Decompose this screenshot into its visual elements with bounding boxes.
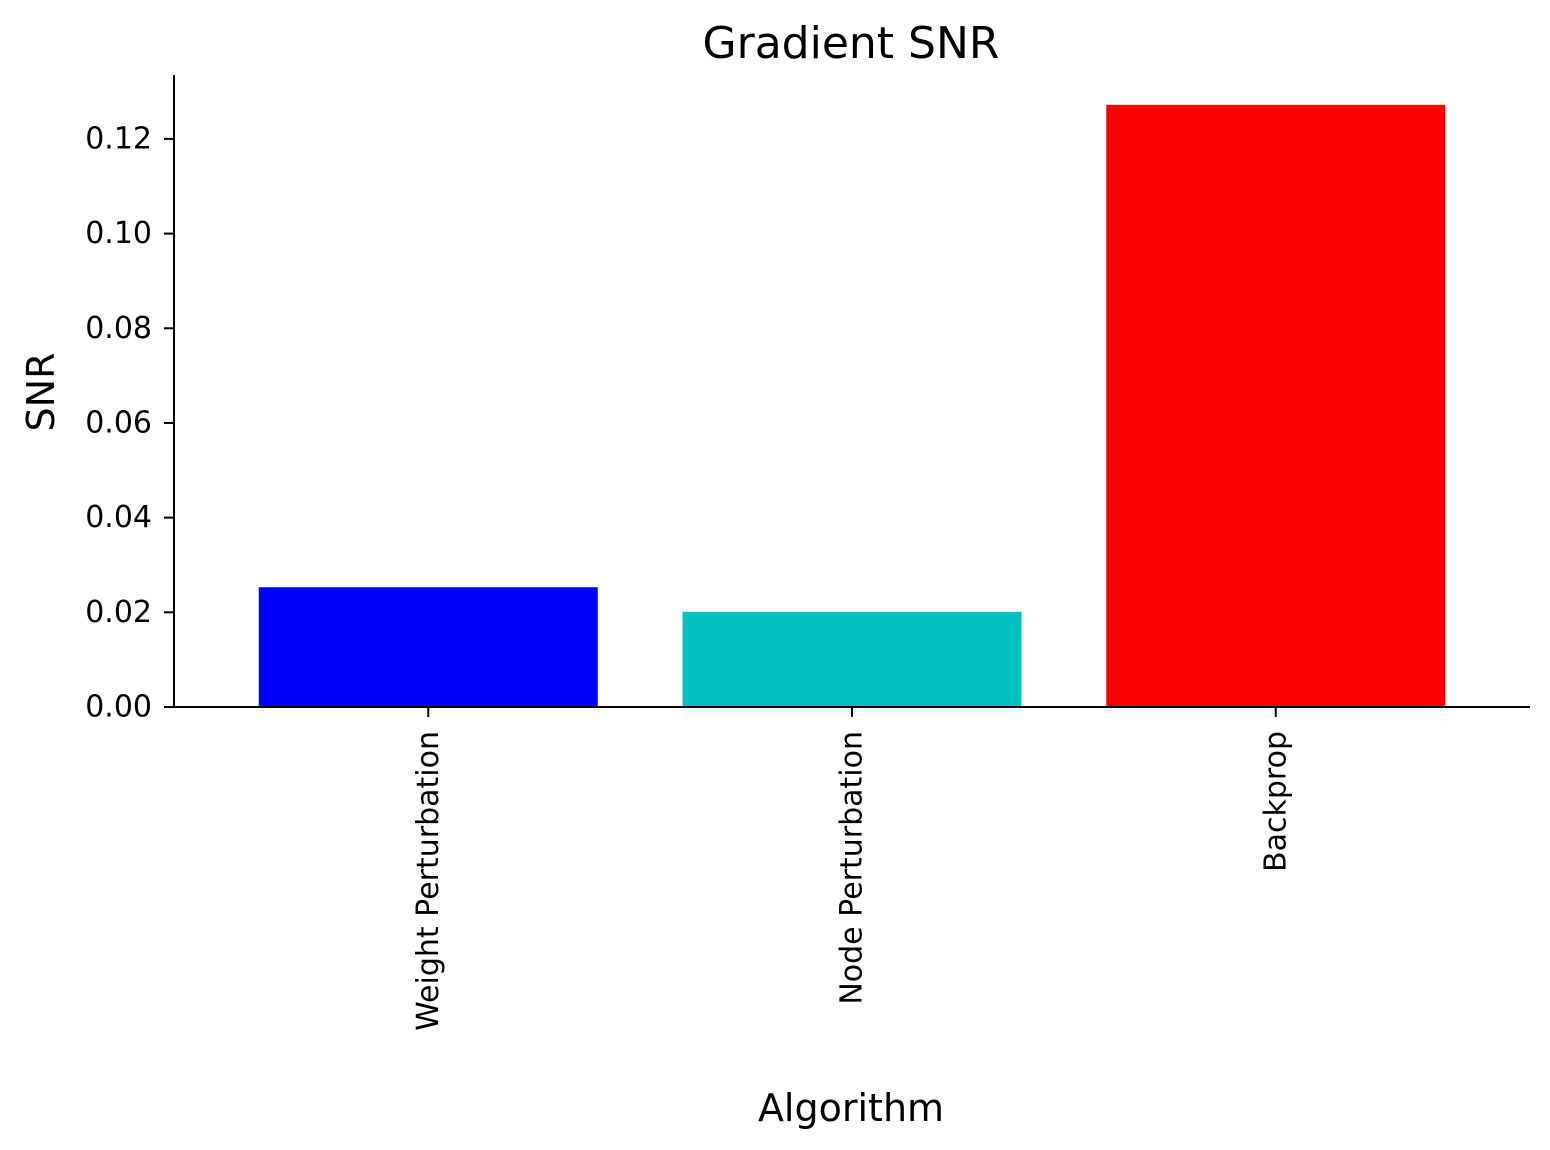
y-tick-label-4: 0.08 (85, 311, 152, 346)
y-axis: 0.00 0.02 0.04 0.06 0.08 0.10 0.12 (85, 75, 175, 725)
y-tick-label-5: 0.10 (85, 216, 152, 251)
x-tick-label-2: Backprop (1258, 731, 1293, 872)
x-axis: Weight Perturbation Node Perturbation Back… (174, 706, 1530, 1031)
y-tick-label-3: 0.06 (85, 405, 152, 440)
x-axis-title: Algorithm (758, 1086, 944, 1130)
x-tick-label-1: Node Perturbation (835, 731, 870, 1005)
y-tick-label-2: 0.04 (85, 500, 152, 535)
bar-1 (682, 611, 1022, 707)
bar-2 (1106, 104, 1446, 708)
y-tick-label-0: 0.00 (85, 690, 152, 725)
y-tick-label-6: 0.12 (85, 121, 152, 156)
x-tick-label-0: Weight Perturbation (411, 731, 446, 1031)
bars (258, 104, 1446, 708)
bar-0 (258, 587, 598, 707)
chart-title: Gradient SNR (703, 18, 1000, 69)
y-axis-title: SNR (19, 353, 63, 432)
y-tick-label-1: 0.02 (85, 595, 152, 630)
